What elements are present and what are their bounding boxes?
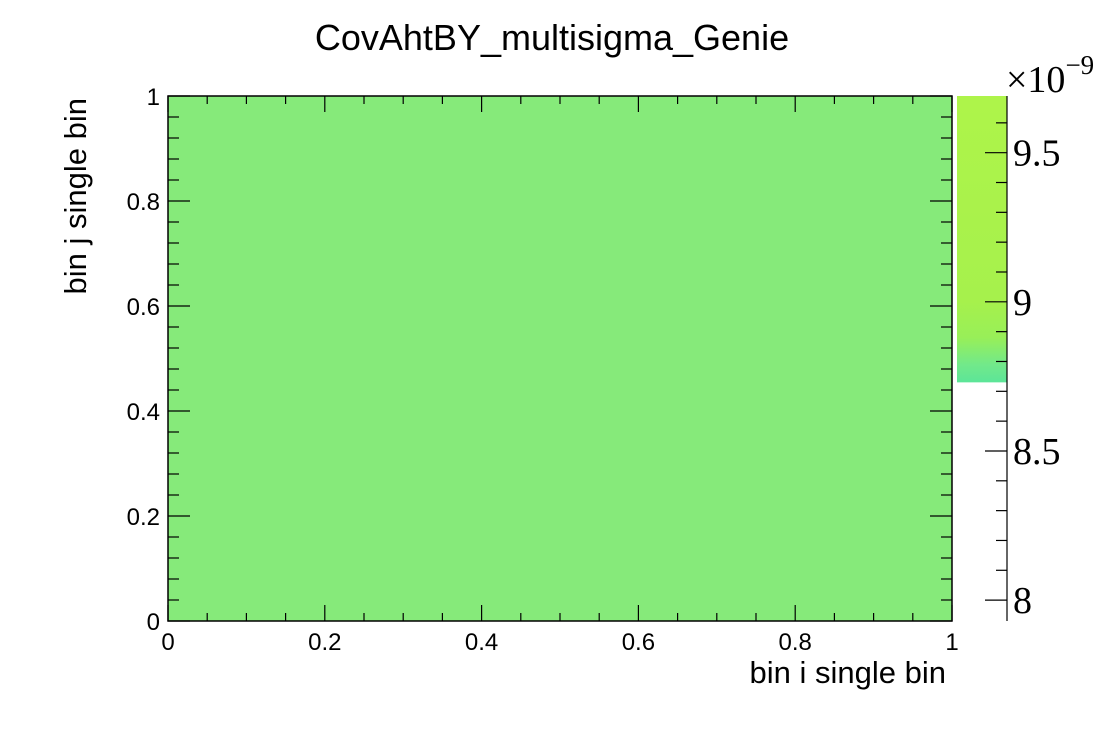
plot-area — [167, 95, 953, 622]
chart-title: CovAhtBY_multisigma_Genie — [315, 17, 789, 58]
y-tick-label: 0.4 — [127, 399, 160, 426]
y-tick-label: 0 — [147, 609, 160, 636]
colorbar-axis: 8 8.5 9 9.5 — [985, 96, 1061, 622]
y-axis: 0 0.2 0.4 0.6 0.8 1 — [127, 84, 952, 636]
y-tick-label: 0.2 — [127, 504, 160, 531]
x-tick-label: 0.2 — [308, 629, 341, 656]
colorbar-multiplier-base: ×10 — [1006, 59, 1065, 101]
x-tick-label: 0.6 — [622, 629, 655, 656]
y-tick-label: 0.8 — [127, 189, 160, 216]
colorbar-tick-label: 8 — [1013, 580, 1032, 622]
colorbar-multiplier: ×10−9 — [1006, 50, 1094, 101]
x-tick-label: 1 — [945, 629, 958, 656]
x-tick-label: 0 — [161, 629, 174, 656]
colorbar-tick-label: 9 — [1013, 282, 1032, 324]
x-axis: 0 0.2 0.4 0.6 0.8 1 — [161, 96, 959, 656]
colorbar-multiplier-exponent: −9 — [1065, 50, 1094, 80]
y-axis-label: bin j single bin — [58, 98, 93, 294]
colorbar-fill — [957, 96, 1007, 383]
colorbar-tick-label: 8.5 — [1013, 431, 1061, 473]
colorbar-tick-label: 9.5 — [1013, 133, 1061, 175]
x-tick-label: 0.4 — [465, 629, 498, 656]
heatmap-cell-0 — [168, 96, 952, 621]
y-tick-label: 1 — [147, 84, 160, 111]
x-axis-label: bin i single bin — [750, 655, 946, 690]
x-tick-label: 0.8 — [779, 629, 812, 656]
y-tick-label: 0.6 — [127, 294, 160, 321]
colorbar — [957, 96, 1007, 383]
